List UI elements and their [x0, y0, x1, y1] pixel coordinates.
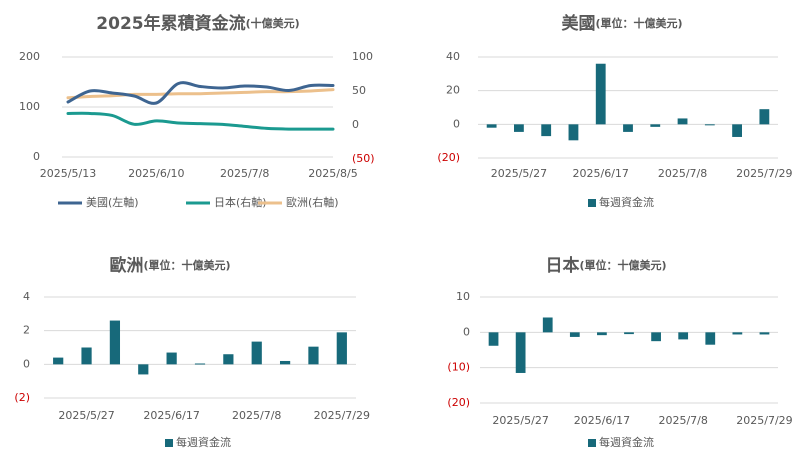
- chart-title: 美國(單位：十億美元): [561, 13, 682, 34]
- legend-label-eu: 歐洲(右軸): [286, 195, 339, 209]
- bar: [109, 320, 121, 365]
- chart-title-unit: (單位：十億美元): [595, 16, 682, 30]
- x-tick-label: 2025/8/5: [308, 167, 357, 180]
- bar: [251, 341, 262, 365]
- x-tick-label: 2025/7/8: [220, 167, 269, 180]
- chart-title: 2025年累積資金流(十億美元): [96, 13, 299, 34]
- bar: [595, 63, 606, 125]
- y-right-tick-label: 0: [352, 118, 359, 131]
- bar: [597, 332, 607, 336]
- y-tick-label: 2: [23, 324, 30, 337]
- bar: [194, 363, 206, 365]
- x-tick-label: 2025/5/13: [40, 167, 96, 180]
- bar: [569, 332, 580, 337]
- bar: [541, 124, 552, 137]
- x-tick-label: 2025/6/17: [573, 167, 629, 180]
- x-tick-label: 2025/5/27: [58, 409, 114, 422]
- y-tick-label: 40: [446, 50, 460, 63]
- chart-title: 日本(單位：十億美元): [545, 255, 666, 276]
- y-tick-label: (10): [447, 361, 470, 374]
- chart-title-text: 美國: [561, 13, 595, 34]
- bar: [705, 332, 716, 345]
- x-tick-label: 2025/7/8: [658, 167, 707, 180]
- y-left-tick-label: 0: [33, 150, 40, 163]
- x-tick-label: 2025/6/17: [143, 409, 199, 422]
- y-tick-label: 0: [463, 325, 470, 338]
- bar: [279, 360, 291, 365]
- y-right-tick-label: 50: [352, 84, 366, 97]
- bar: [308, 346, 319, 365]
- bar: [53, 357, 64, 365]
- chart-title-unit: (十億美元): [246, 16, 300, 30]
- legend-label: 每週資金流: [176, 435, 231, 449]
- chart-title: 歐洲(單位：十億美元): [109, 255, 230, 276]
- y-tick-label: 20: [446, 84, 460, 97]
- bar: [678, 332, 689, 340]
- bar: [542, 317, 553, 333]
- series-line-us: [66, 81, 335, 105]
- bar: [704, 124, 715, 126]
- x-tick-label: 2025/5/27: [492, 414, 548, 427]
- legend-label-us: 美國(左軸): [86, 195, 139, 209]
- chart-title-unit: (單位：十億美元): [579, 258, 666, 272]
- y-tick-label: (2): [14, 391, 30, 404]
- bar: [488, 332, 499, 346]
- bar: [336, 332, 347, 365]
- y-tick-label: 0: [453, 117, 460, 130]
- legend-label: 每週資金流: [599, 195, 654, 209]
- chart-title-unit: (單位：十億美元): [143, 258, 230, 272]
- bar: [223, 354, 234, 365]
- bar: [650, 124, 661, 127]
- bar: [732, 124, 742, 137]
- legend-label-jp: 日本(右軸): [214, 195, 267, 209]
- legend-swatch: [588, 199, 596, 207]
- bar: [81, 347, 92, 365]
- chart-title-text: 2025年累積資金流: [96, 13, 245, 34]
- legend-swatch: [165, 439, 173, 447]
- x-tick-label: 2025/6/17: [574, 414, 630, 427]
- japan-weekly-flow-chart: 日本(單位：十億美元) 10 0 (10) (20) 2025/5/27 2025/6/17…: [447, 255, 792, 449]
- bar: [624, 332, 634, 335]
- y-tick-label: 0: [23, 357, 30, 370]
- bar: [651, 332, 661, 342]
- x-tick-label: 2025/7/8: [658, 414, 707, 427]
- bar: [759, 109, 770, 125]
- cumulative-flow-chart: 2025年累積資金流(十億美元) 200 100 0 100 50 0 (50) 2025/5/…: [19, 13, 375, 209]
- y-tick-label: 10: [456, 290, 470, 303]
- x-tick-label: 2025/7/29: [314, 409, 370, 422]
- us-weekly-flow-chart: 美國(單位：十億美元) 40 20 0 (20) 2025/5/27 2025/6/17 20…: [437, 13, 792, 209]
- bar: [568, 124, 579, 141]
- y-left-tick-label: 100: [19, 100, 40, 113]
- bar: [732, 332, 743, 335]
- x-tick-label: 2025/7/29: [736, 167, 792, 180]
- bar: [486, 124, 497, 128]
- bar: [514, 124, 524, 132]
- y-right-tick-label: 100: [352, 50, 373, 63]
- legend-swatch: [588, 439, 596, 447]
- x-tick-label: 2025/5/27: [491, 167, 547, 180]
- y-tick-label: (20): [437, 151, 460, 164]
- y-tick-label: (20): [447, 396, 470, 409]
- bar: [166, 352, 177, 365]
- chart-title-text: 歐洲: [109, 255, 143, 276]
- y-left-tick-label: 200: [19, 50, 40, 63]
- bar: [759, 332, 770, 335]
- legend-label: 每週資金流: [599, 435, 654, 449]
- y-right-tick-label: (50): [352, 152, 375, 165]
- x-tick-label: 2025/7/29: [736, 414, 792, 427]
- europe-weekly-flow-chart: 歐洲(單位：十億美元) 4 2 0 (2) 2025/5/27 2025/6/17 2025/…: [14, 255, 370, 449]
- bar: [138, 364, 149, 375]
- x-tick-label: 2025/7/8: [232, 409, 281, 422]
- bar: [515, 332, 526, 373]
- y-tick-label: 4: [23, 290, 30, 303]
- series-line-jp: [66, 111, 335, 131]
- bar: [623, 124, 633, 132]
- bar: [677, 118, 688, 125]
- chart-title-text: 日本: [545, 255, 579, 276]
- x-tick-label: 2025/6/10: [128, 167, 184, 180]
